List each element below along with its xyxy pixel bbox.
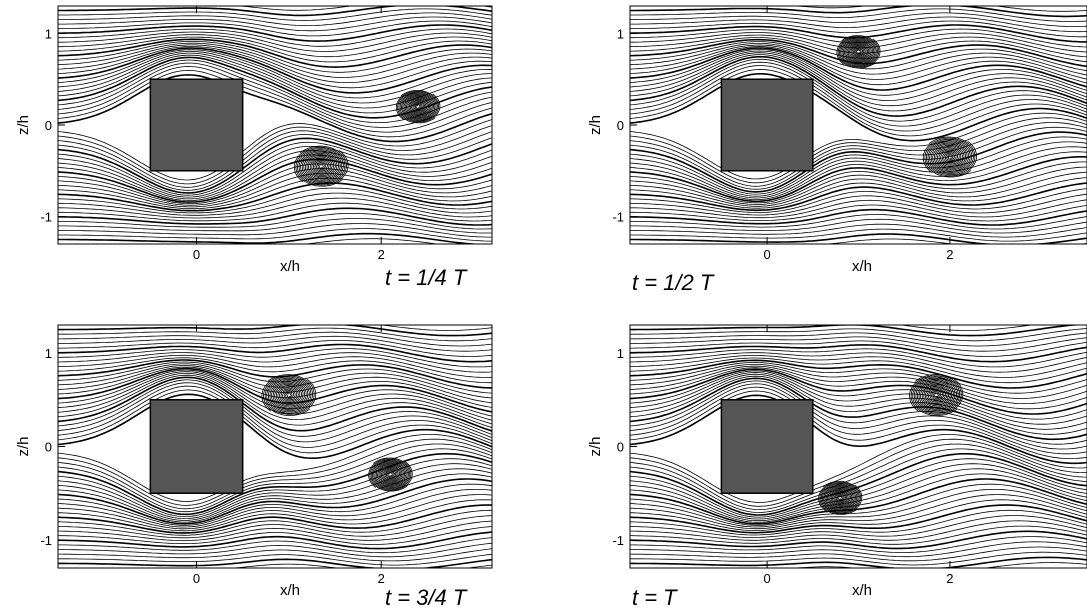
time-label: t = 1/4 T (385, 265, 468, 290)
x-tick-label: 0 (193, 571, 200, 586)
streamline (58, 169, 492, 206)
panel: 0 2 -1 0 1 x/h z/h t = 1/2 T (587, 1, 1087, 295)
streamline (58, 183, 492, 211)
streamline (630, 194, 1087, 215)
obstacle (721, 400, 812, 493)
obstacle (150, 79, 242, 171)
y-tick-label: -1 (612, 533, 624, 548)
streamline (630, 21, 1087, 37)
streamline (630, 205, 1087, 221)
x-axis-label: x/h (280, 582, 300, 599)
x-axis-label: x/h (852, 582, 872, 599)
streamline (630, 349, 1087, 367)
x-tick-label: 0 (193, 247, 200, 262)
time-label: t = 1/2 T (632, 270, 715, 295)
streamline (630, 333, 1087, 346)
y-axis-label: z/h (587, 436, 604, 456)
frame (630, 6, 1087, 244)
y-tick-label: 0 (45, 118, 52, 133)
y-axis-label: z/h (587, 115, 604, 135)
streamline (630, 324, 1087, 336)
y-tick-label: 1 (617, 346, 624, 361)
streamlines (58, 320, 492, 574)
x-tick-label: 0 (763, 247, 770, 262)
streamline (630, 59, 1087, 121)
x-tick-label: 2 (378, 247, 385, 262)
streamline (58, 516, 492, 538)
streamline (58, 234, 492, 246)
y-tick-label: -1 (40, 533, 52, 548)
streamline (630, 353, 1087, 373)
streamline (58, 39, 492, 67)
streamline (630, 47, 1087, 85)
streamline (630, 516, 1087, 538)
x-tick-label: 2 (946, 247, 953, 262)
panel: 0 2 -1 0 1 x/h z/h t = T (587, 320, 1087, 610)
streamline (630, 219, 1087, 233)
streamlines (58, 1, 492, 249)
y-tick-label: -1 (612, 210, 624, 225)
streamline (58, 355, 492, 377)
x-tick-label: 2 (378, 571, 385, 586)
streamline (630, 526, 1087, 544)
streamline (58, 360, 492, 388)
streamline (58, 224, 492, 238)
obstacle (721, 79, 812, 171)
panel: 0 2 -1 0 1 x/h z/h t = 3/4 T (15, 320, 492, 610)
y-tick-label: 0 (617, 440, 624, 455)
x-axis-label: x/h (280, 258, 300, 275)
streamline (630, 13, 1087, 27)
y-tick-label: 1 (45, 346, 52, 361)
streamline (58, 131, 492, 188)
y-tick-label: 0 (617, 118, 624, 133)
y-tick-label: 0 (45, 440, 52, 455)
y-tick-label: 1 (45, 26, 52, 41)
streamline (630, 215, 1087, 230)
streamline (630, 329, 1087, 341)
y-tick-label: -1 (40, 210, 52, 225)
panel: 0 2 -1 0 1 x/h z/h t = 1/4 T (15, 1, 492, 290)
streamlines (630, 320, 1087, 574)
streamline (630, 557, 1087, 569)
streamline (630, 369, 1087, 414)
x-axis-label: x/h (852, 258, 872, 275)
streamline (630, 9, 1087, 22)
y-axis-label: z/h (15, 436, 32, 456)
x-tick-label: 0 (763, 571, 770, 586)
streamline (58, 564, 492, 573)
obstacle (150, 400, 242, 493)
y-axis-label: z/h (15, 115, 32, 135)
time-label: t = T (632, 585, 678, 610)
streamline (58, 208, 492, 225)
x-tick-label: 2 (946, 571, 953, 586)
time-label: t = 3/4 T (385, 585, 468, 610)
y-tick-label: 1 (617, 26, 624, 41)
streamline (58, 532, 492, 549)
streamlines (630, 1, 1087, 250)
streamline (58, 126, 492, 184)
streamline (58, 142, 492, 195)
figure: 0 2 -1 0 1 x/h z/h t = 1/4 T 0 2 -1 0 1 x/h z/h t = 1/2… (0, 0, 1087, 615)
streamline (58, 41, 492, 72)
page: 0 2 -1 0 1 x/h z/h t = 1/4 T 0 2 -1 0 1 x/h z/h t = 1/2… (0, 0, 1087, 615)
